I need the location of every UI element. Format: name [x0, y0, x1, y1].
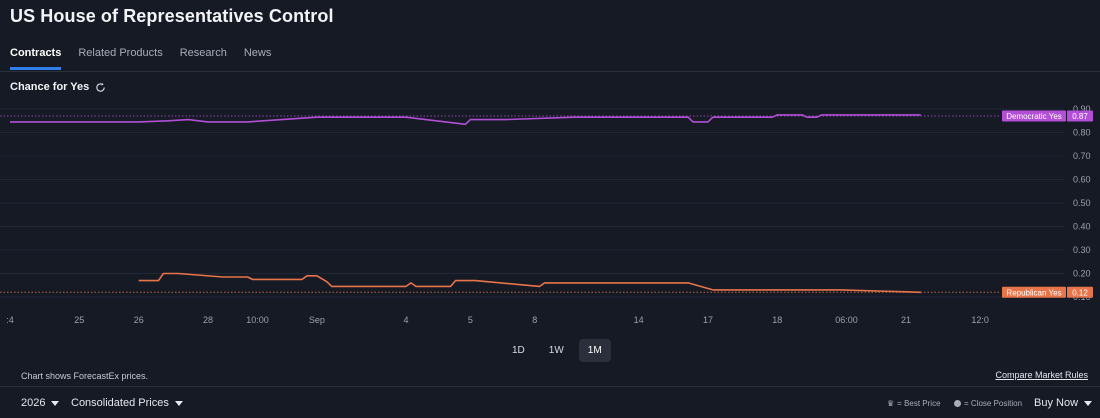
tab-bar: Contracts Related Products Research News — [10, 47, 271, 70]
range-1m-button[interactable]: 1M — [578, 339, 611, 362]
x-tick-label: 12:0 — [971, 315, 989, 325]
x-tick-label: 10:00 — [246, 315, 269, 325]
y-tick-label: 0.90 — [1073, 104, 1091, 114]
tabs-divider — [0, 71, 1100, 72]
chevron-down-icon — [1084, 400, 1093, 406]
tab-contracts[interactable]: Contracts — [10, 47, 62, 70]
chart-footnote: Chart shows ForecastEx prices. — [21, 371, 149, 381]
chevron-down-icon — [51, 400, 60, 406]
x-tick-label: 17 — [703, 315, 713, 325]
y-tick-label: 0.20 — [1073, 269, 1091, 279]
series-line-republican — [138, 272, 921, 294]
x-tick-label: 18 — [772, 315, 782, 325]
chart-label: Chance for Yes — [10, 81, 106, 93]
year-dropdown[interactable]: 2026 — [21, 397, 60, 409]
close-position-legend: = Close Position — [954, 399, 1022, 408]
year-value: 2026 — [21, 397, 46, 409]
x-tick-label: 25 — [74, 315, 84, 325]
x-tick-label: 21 — [901, 315, 911, 325]
compare-market-rules-link[interactable]: Compare Market Rules — [995, 370, 1088, 380]
series-name-tag — [1002, 286, 1066, 298]
x-tick-label: 28 — [203, 315, 213, 325]
best-price-legend: ♛ = Best Price — [887, 399, 941, 408]
price-chart[interactable]: 0.900.800.700.600.500.400.300.200.10 :42… — [0, 100, 1100, 332]
series-value-label: 0.87 — [1072, 112, 1088, 121]
bottom-divider — [0, 386, 1100, 387]
x-axis: :4 25 26 28 10:00 Sep 4 5 8 14 17 18 06:00 21 12:0 — [6, 315, 989, 325]
chevron-down-icon — [174, 400, 183, 406]
x-tick-label: 5 — [468, 315, 473, 325]
range-1d-button[interactable]: 1D — [503, 339, 534, 362]
page-title: US House of Representatives Control — [10, 6, 334, 26]
tab-research[interactable]: Research — [179, 47, 227, 59]
x-tick-label: Sep — [309, 315, 325, 325]
series-lines — [10, 114, 921, 294]
x-tick-label: 26 — [134, 315, 144, 325]
y-tick-label: 0.80 — [1073, 128, 1091, 138]
x-tick-label: 8 — [532, 315, 537, 325]
best-price-legend-text: = Best Price — [897, 399, 941, 408]
bottom-bar: 2026 Consolidated Prices ♛ = Best Price … — [0, 387, 1100, 418]
price-type-dropdown[interactable]: Consolidated Prices — [71, 397, 183, 409]
refresh-icon[interactable] — [95, 82, 106, 93]
crown-icon: ♛ — [887, 399, 895, 408]
chart-label-text: Chance for Yes — [10, 81, 90, 93]
tab-news[interactable]: News — [243, 47, 272, 59]
y-tick-label: 0.70 — [1073, 151, 1091, 161]
buy-now-dropdown[interactable]: Buy Now — [1034, 397, 1093, 409]
y-tick-label: 0.50 — [1073, 198, 1091, 208]
y-axis: 0.900.800.700.600.500.400.300.200.10 — [1073, 104, 1091, 302]
series-name-tag — [1002, 110, 1066, 122]
grid-lines — [0, 108, 1064, 298]
tab-related-products[interactable]: Related Products — [78, 47, 163, 59]
buy-now-label: Buy Now — [1034, 397, 1079, 409]
price-tags: Democratic Yes 0.87 Republican Yes 0.12 — [1002, 110, 1093, 298]
range-1w-button[interactable]: 1W — [540, 339, 573, 362]
close-position-legend-text: = Close Position — [964, 399, 1023, 408]
series-value-tag — [1067, 286, 1093, 298]
series-name-label: Democratic Yes — [1006, 112, 1062, 121]
series-value-label: 0.12 — [1072, 288, 1088, 297]
series-line-democratic — [10, 114, 921, 126]
series-value-tag — [1067, 110, 1093, 122]
series-name-label: Republican Yes — [1006, 288, 1061, 297]
y-tick-label: 0.60 — [1073, 175, 1091, 185]
close-position-icon — [954, 400, 961, 407]
x-tick-label: 4 — [403, 315, 408, 325]
x-tick-label: :4 — [6, 315, 14, 325]
reference-lines — [0, 115, 1000, 293]
range-selector: 1D 1W 1M — [503, 339, 611, 362]
price-type-value: Consolidated Prices — [71, 397, 169, 409]
x-tick-label: 14 — [634, 315, 644, 325]
y-tick-label: 0.30 — [1073, 245, 1091, 255]
x-tick-label: 06:00 — [835, 315, 858, 325]
y-tick-label: 0.40 — [1073, 222, 1091, 232]
